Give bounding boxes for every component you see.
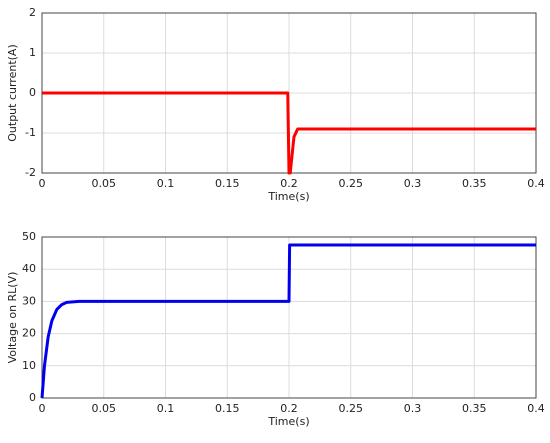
y-tick-label: 30 [22, 294, 36, 307]
plot-frame [41, 236, 537, 399]
x-tick-label: 0.05 [92, 402, 117, 415]
x-tick-label: 0 [39, 177, 46, 190]
x-tick-label: 0.15 [215, 177, 240, 190]
x-tick-label: 0.4 [527, 177, 545, 190]
y-tick-label: 0 [29, 391, 36, 404]
y-tick-label: 0 [29, 86, 36, 99]
y-tick-label: 20 [22, 327, 36, 340]
x-tick-label: 0.35 [462, 177, 487, 190]
x-tick-label: 0.4 [527, 402, 545, 415]
x-tick-label: 0.2 [280, 177, 298, 190]
x-tick-label: 0 [39, 402, 46, 415]
x-tick-label: 0.35 [462, 402, 487, 415]
x-tick-label: 0.1 [157, 177, 175, 190]
y-tick-label: 40 [22, 262, 36, 275]
y-tick-label: 10 [22, 359, 36, 372]
x-axis-label: Time(s) [267, 190, 309, 203]
data-line [40, 243, 536, 399]
y-tick-label: 1 [29, 46, 36, 59]
x-tick-label: 0.25 [339, 402, 364, 415]
data-line [42, 91, 536, 175]
x-tick-label: 0.15 [215, 402, 240, 415]
x-tick-label: 0.1 [157, 402, 175, 415]
x-tick-label: 0.25 [339, 177, 364, 190]
y-tick-label: 50 [22, 230, 36, 243]
x-axis-label: Time(s) [267, 415, 309, 428]
x-tick-label: 0.3 [404, 402, 422, 415]
y-tick-label: -2 [25, 166, 36, 179]
y-tick-label: -1 [25, 126, 36, 139]
x-tick-label: 0.05 [92, 177, 117, 190]
y-axis-label: Output current(A) [6, 44, 19, 142]
x-tick-label: 0.2 [280, 402, 298, 415]
y-axis-label: Voltage on RL(V) [6, 272, 19, 364]
y-tick-label: 2 [29, 6, 36, 19]
x-tick-label: 0.3 [404, 177, 422, 190]
